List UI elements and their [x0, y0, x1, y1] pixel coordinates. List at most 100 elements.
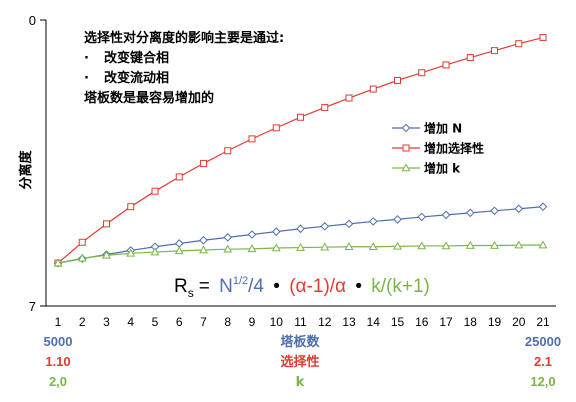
series-1-point: [175, 173, 183, 181]
series-0-point: [514, 204, 524, 214]
series-0-point: [490, 206, 499, 216]
series-0-point: [247, 230, 257, 239]
annotation-bullet2: 改变流动相: [104, 70, 169, 86]
legend-label: 增加 N: [424, 121, 462, 136]
x-tick-label: 11: [294, 315, 307, 329]
x-tick-label: 19: [488, 315, 502, 329]
x-tick-label: 3: [103, 315, 110, 329]
series-2-point: [53, 258, 63, 267]
series-1-point: [151, 187, 159, 195]
series-0-point: [271, 227, 281, 236]
series-0-point: [199, 235, 208, 245]
series-0-point: [393, 215, 402, 224]
series-2-point: [126, 248, 136, 257]
y-tick-label-bottom: 7: [29, 299, 36, 314]
x-tick-label: 9: [249, 315, 256, 329]
series-1-point: [78, 238, 86, 246]
legend-label: 增加 k: [424, 161, 461, 176]
series-1-point: [127, 203, 135, 211]
x-tick-label: 20: [512, 315, 526, 329]
formula-dot1: •: [273, 276, 280, 297]
series-2-point: [465, 240, 475, 249]
scale-row-left: 2,0: [49, 374, 67, 389]
series-2-point: [296, 242, 305, 251]
x-tick-label: 15: [391, 315, 405, 329]
legend-label: 增加选择性: [424, 141, 484, 156]
series-1-point: [515, 40, 523, 48]
x-tick-label: 17: [439, 315, 453, 329]
x-tick-label: 14: [367, 315, 381, 329]
series-0-point: [174, 239, 184, 248]
formula-r-sub: s: [188, 286, 194, 300]
scale-row-label: k: [296, 375, 305, 390]
series-1-point: [345, 94, 353, 102]
series-2-point: [174, 246, 184, 255]
formula-n-exp: 1/2: [233, 275, 248, 287]
series-2-point: [223, 244, 233, 253]
x-tick-label: 5: [152, 315, 159, 329]
series-0-point: [344, 219, 354, 229]
series-2-point: [247, 244, 257, 253]
series-2-point: [514, 240, 524, 249]
formula-r: R: [174, 276, 188, 297]
series-1-point: [394, 76, 401, 84]
scale-row-right: 25000: [525, 334, 561, 349]
legend-marker: [402, 144, 410, 152]
formula-dot2: •: [355, 276, 362, 297]
x-tick-label: 4: [127, 315, 134, 329]
series-1-point: [418, 69, 426, 77]
series-1-point: [442, 61, 450, 69]
series-0-point: [368, 217, 378, 226]
formula-eq: =: [199, 276, 210, 297]
series-1-point: [272, 124, 280, 132]
legend-marker: [401, 163, 411, 172]
x-tick-label: 13: [342, 315, 356, 329]
x-tick-label: 21: [536, 315, 550, 329]
annotation-bullet1: 改变键合相: [104, 50, 169, 66]
series-2-point: [271, 243, 281, 252]
annotation: 选择性对分离度的影响主要是通过: · 改变键合相 · 改变流动相 塔板数是最容易…: [84, 30, 284, 106]
x-tick-label: 1: [55, 315, 62, 329]
series-2-point: [199, 245, 208, 254]
series-2-point: [320, 242, 330, 251]
y-tick-label-top: 0: [29, 13, 36, 28]
series-1-point: [248, 135, 256, 143]
series-2-point: [102, 250, 111, 259]
series-0-point: [538, 202, 548, 212]
series-2-point: [393, 241, 402, 250]
annotation-line1: 选择性对分离度的影响主要是通过:: [84, 30, 284, 46]
series-2-point: [538, 240, 548, 249]
x-tick-label: 12: [318, 315, 332, 329]
x-tick-label: 6: [176, 315, 183, 329]
scale-row-label: 选择性: [280, 354, 319, 370]
series-2-point: [344, 242, 354, 251]
series-1-point: [369, 85, 377, 93]
series-1-point: [466, 54, 474, 62]
series-1-point: [103, 220, 110, 228]
series-2-point: [490, 240, 499, 249]
scale-row-left: 1.10: [45, 354, 70, 369]
x-tick-label: 16: [415, 315, 429, 329]
x-tick-labels: 1 2 3 4 5 6 7 8 9 10 11 12 13 14 15 16 17 18 19 20 21: [55, 315, 550, 329]
series-2-point: [441, 241, 451, 250]
x-tick-label: 2: [79, 315, 86, 329]
formula-alpha: (α-1)/α: [289, 276, 346, 297]
annotation-line4: 塔板数是最容易增加的: [84, 90, 214, 106]
legend-marker: [401, 123, 411, 133]
y-axis-label: 分离度: [18, 150, 34, 190]
scale-row-right: 12,0: [530, 374, 555, 389]
series-1-point: [321, 103, 329, 111]
formula-n: N: [219, 276, 233, 297]
scale-row-right: 2.1: [534, 354, 552, 369]
scale-rows: 5000 塔板数 25000 1.10 选择性 2.1 2,0 k 12,0: [44, 334, 562, 390]
x-tick-label: 7: [200, 315, 207, 329]
series-0-point: [465, 208, 475, 218]
series-0-point: [417, 212, 427, 222]
series-1-point: [539, 34, 547, 42]
series-1-point: [491, 47, 498, 55]
series-0-point: [320, 222, 330, 231]
series-0-point: [441, 210, 451, 220]
x-tick-label: 18: [464, 315, 478, 329]
